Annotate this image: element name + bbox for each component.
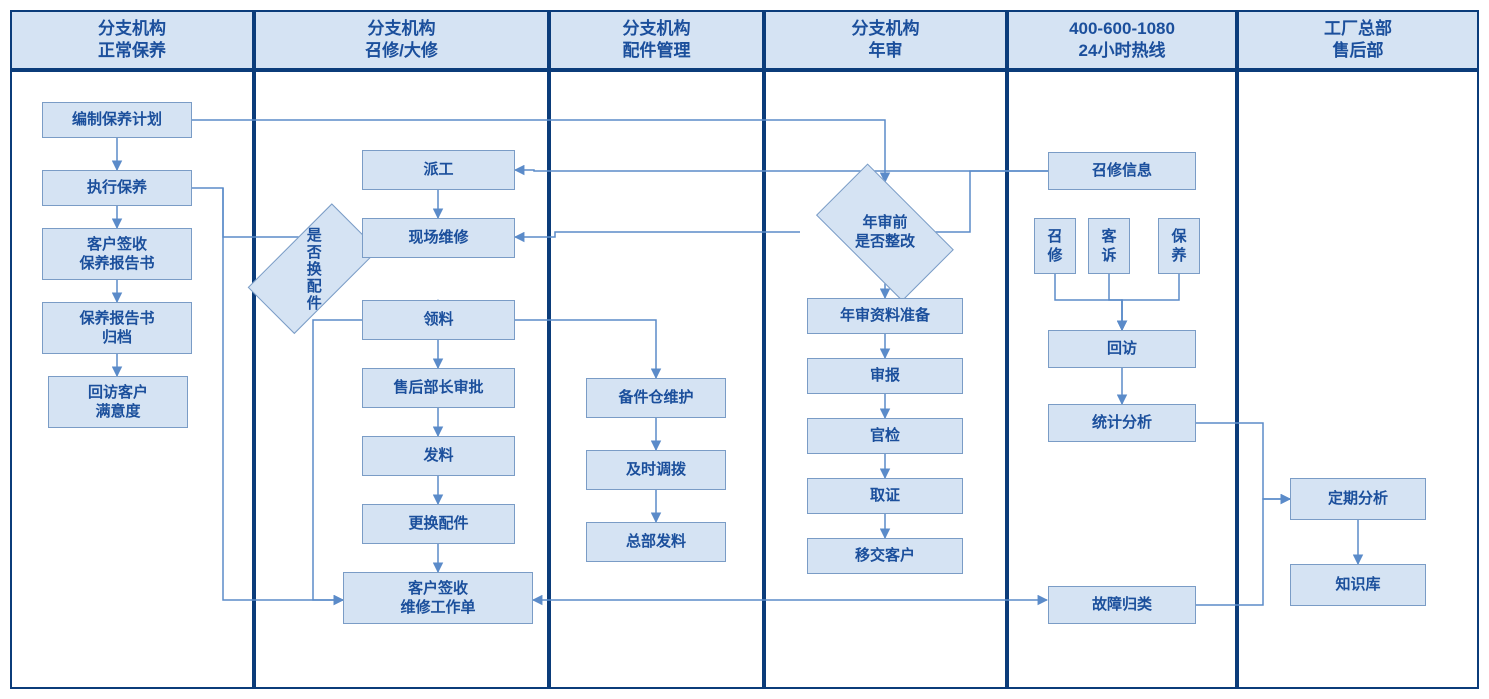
node-cert: 取证: [807, 478, 963, 514]
lane-header-3: 分支机构年审: [764, 10, 1007, 70]
node-revisit_sat: 回访客户满意度: [48, 376, 188, 428]
node-declare: 审报: [807, 358, 963, 394]
flowchart-diagram: 分支机构正常保养分支机构召修/大修分支机构配件管理分支机构年审400-600-1…: [10, 10, 1479, 689]
node-audit_prep: 年审资料准备: [807, 298, 963, 334]
node-spare: 备件仓维护: [586, 378, 726, 418]
diamond-need_parts: 是否换配件: [268, 186, 358, 352]
node-revisit: 回访: [1048, 330, 1196, 368]
node-timely: 及时调拨: [586, 450, 726, 490]
lane-header-5: 工厂总部售后部: [1237, 10, 1479, 70]
node-inspect: 官检: [807, 418, 963, 454]
node-exec: 执行保养: [42, 170, 192, 206]
node-stats: 统计分析: [1048, 404, 1196, 442]
node-issue: 发料: [362, 436, 515, 476]
node-hq_issue: 总部发料: [586, 522, 726, 562]
node-baoyang: 保养: [1158, 218, 1200, 274]
node-kesu: 客诉: [1088, 218, 1130, 274]
node-onsite: 现场维修: [362, 218, 515, 258]
node-approve: 售后部长审批: [362, 368, 515, 408]
lane-header-0: 分支机构正常保养: [10, 10, 254, 70]
node-replace: 更换配件: [362, 504, 515, 544]
node-zhaoxi: 召修: [1034, 218, 1076, 274]
node-periodic: 定期分析: [1290, 478, 1426, 520]
node-dispatch: 派工: [362, 150, 515, 190]
lane-header-1: 分支机构召修/大修: [254, 10, 549, 70]
node-repair_info: 召修信息: [1048, 152, 1196, 190]
node-sign_rpt: 客户签收保养报告书: [42, 228, 192, 280]
node-archive: 保养报告书归档: [42, 302, 192, 354]
node-handover: 移交客户: [807, 538, 963, 574]
diamond-pre_audit: 年审前是否整改: [800, 182, 970, 282]
lane-header-4: 400-600-108024小时热线: [1007, 10, 1237, 70]
lane-header-2: 分支机构配件管理: [549, 10, 764, 70]
node-pick: 领料: [362, 300, 515, 340]
node-fault: 故障归类: [1048, 586, 1196, 624]
node-sign_wo: 客户签收维修工作单: [343, 572, 533, 624]
node-plan: 编制保养计划: [42, 102, 192, 138]
node-kb: 知识库: [1290, 564, 1426, 606]
